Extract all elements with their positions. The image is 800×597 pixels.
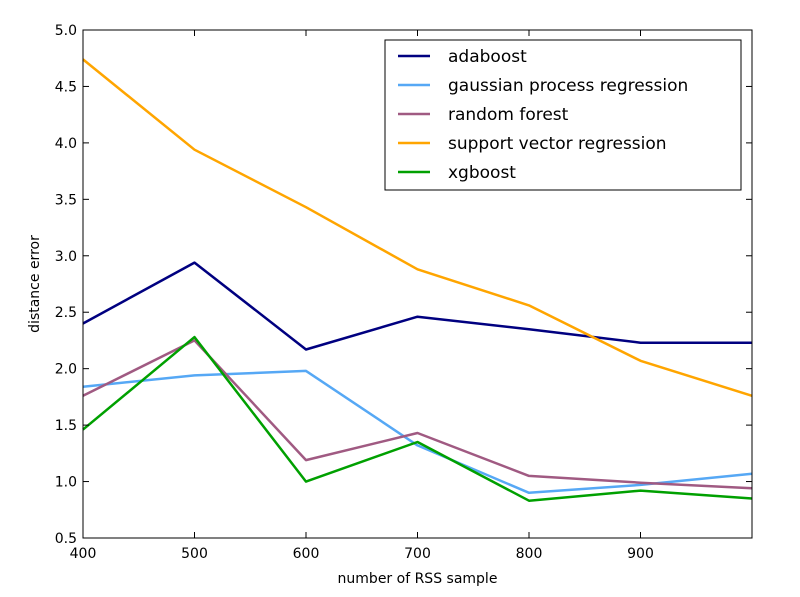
y-tick-label: 0.5 (55, 531, 77, 547)
x-axis-label: number of RSS sample (338, 571, 498, 587)
series-line-4 (82, 335, 753, 502)
x-tick-label: 500 (181, 546, 208, 562)
y-tick-label: 2.0 (55, 362, 77, 378)
legend-label: adaboost (448, 47, 527, 67)
x-tick-label: 700 (404, 546, 431, 562)
y-axis-label: distance error (27, 235, 43, 333)
y-tick-label: 4.5 (55, 79, 77, 95)
y-tick-label: 5.0 (55, 23, 77, 39)
x-tick-label: 600 (293, 546, 320, 562)
series-line-0 (82, 261, 752, 351)
legend: adaboost gaussian process regression rando… (384, 39, 742, 191)
series-line-2 (82, 339, 753, 490)
x-tick-label: 900 (627, 546, 654, 562)
legend-label: xgboost (448, 163, 516, 183)
x-tick-label: 800 (516, 546, 543, 562)
legend-label: gaussian process regression (448, 76, 688, 96)
y-tick-label: 4.0 (55, 136, 77, 152)
x-tick-label: 400 (70, 546, 97, 562)
y-tick-label: 3.5 (55, 192, 77, 208)
legend-box (384, 39, 742, 191)
plot-lines (82, 58, 753, 502)
y-tick-label: 1.5 (55, 418, 77, 434)
legend-label: support vector regression (448, 134, 667, 154)
axis-ticks: 400 500 600 700 800 900 0.5 1.0 1.5 2.0 2.5 3.0 3.5 4… (55, 23, 752, 562)
series-line-3 (82, 58, 753, 397)
y-tick-label: 2.5 (55, 305, 77, 321)
series-line-1 (82, 369, 753, 495)
legend-label: random forest (448, 105, 569, 125)
y-tick-label: 1.0 (55, 475, 77, 491)
y-tick-label: 3.0 (55, 249, 77, 265)
